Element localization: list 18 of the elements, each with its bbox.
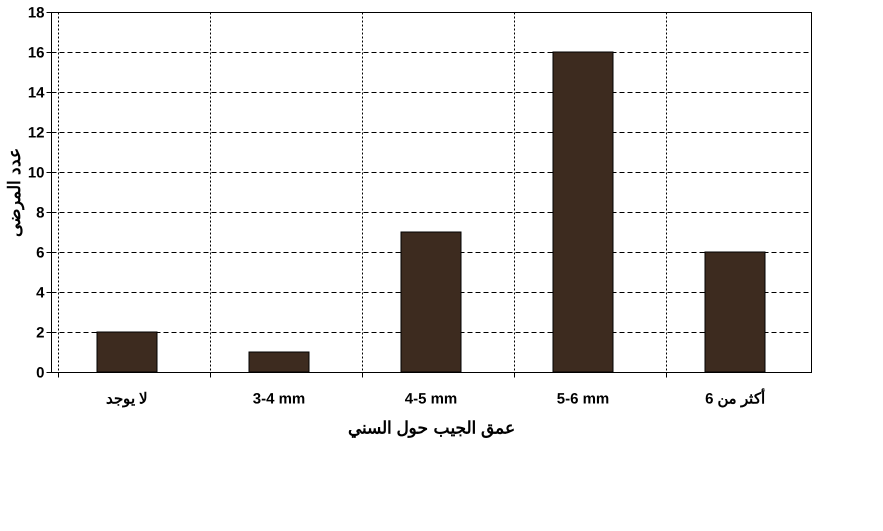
x-tick-label: 5-6 mm <box>556 390 610 408</box>
x-tick-label: 3-4 mm <box>252 390 306 408</box>
y-tick-label: 4 <box>36 284 46 302</box>
y-tick-label: 6 <box>36 244 44 262</box>
y-axis-title: عدد المرضى <box>4 148 25 237</box>
x-axis-title: عمق الجيب حول السني <box>348 418 516 438</box>
y-tick-label: 2 <box>36 324 44 342</box>
y-tick-label: 16 <box>28 44 44 62</box>
y-tick-label: 18 <box>28 4 44 22</box>
y-tick-label: 10 <box>28 164 44 182</box>
y-tick-label: 14 <box>28 84 46 102</box>
y-tick-label: 8 <box>36 204 44 222</box>
x-tick-label: 4-5 mm <box>404 390 458 408</box>
x-tick-label: لا يوجد <box>106 390 148 408</box>
y-tick-label: 0 <box>36 364 44 382</box>
bar <box>248 352 310 372</box>
x-tick-label: أكثر من 6 <box>705 388 765 408</box>
y-tick-label: 12 <box>28 124 44 142</box>
